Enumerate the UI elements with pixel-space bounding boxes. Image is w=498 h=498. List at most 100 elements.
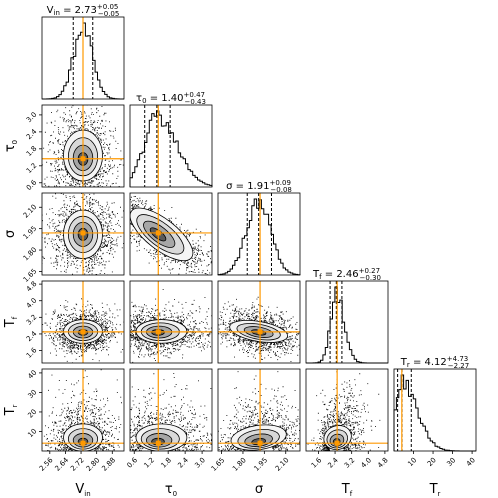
panel-τ0-vs-Tr <box>129 368 213 452</box>
y-tick-label: 1.2 <box>25 162 39 176</box>
truth-marker <box>80 156 86 162</box>
panel-content <box>42 369 124 451</box>
truth-marker <box>155 440 161 446</box>
panel-content <box>218 281 300 363</box>
sample-points <box>218 296 300 362</box>
sample-points <box>218 371 300 451</box>
y-axis-label: σ <box>3 230 18 238</box>
x-axis-label: Vin <box>75 482 90 498</box>
x-tick-label: 3.2 <box>343 456 357 470</box>
panel-frame <box>393 368 477 452</box>
panel-content <box>42 193 124 275</box>
y-tick-label: 1.80 <box>22 246 39 263</box>
sample-points <box>42 105 124 187</box>
panel-content <box>130 369 212 451</box>
panel-Vin-vs-Tr <box>41 368 125 452</box>
x-tick-label: 2.88 <box>100 456 117 473</box>
x-tick-label: 10 <box>406 456 418 468</box>
panel-content <box>218 369 300 451</box>
x-tick-label: 4.8 <box>376 456 390 470</box>
panel-Vin-vs-σ <box>41 192 125 276</box>
y-tick-label: 3.0 <box>25 111 39 125</box>
histogram-Tf: Tf = 2.46+0.27 −0.30 <box>305 267 389 364</box>
panel-content <box>130 281 212 363</box>
panel-frame <box>129 192 213 276</box>
x-tick-label: 1.65 <box>210 456 227 473</box>
x-tick-label: 20 <box>426 456 438 468</box>
y-tick-label: 30 <box>26 388 38 400</box>
panel-content <box>130 193 212 275</box>
truth-marker <box>80 230 86 236</box>
histogram-steps <box>129 110 213 187</box>
histogram-σ: σ = 1.91+0.09 −0.08 <box>217 179 301 276</box>
panel-content <box>42 281 124 363</box>
histogram-steps <box>393 374 476 452</box>
panel-Tf-vs-Tr <box>305 368 389 452</box>
panel-σ-vs-Tf <box>217 280 301 364</box>
x-axis-label: σ <box>255 482 263 497</box>
panel-title: σ = 1.91+0.09 −0.08 <box>226 179 292 194</box>
x-tick-label: 40 <box>465 456 477 468</box>
truth-marker <box>155 230 161 236</box>
panel-frame <box>217 280 301 364</box>
x-tick-label: 1.95 <box>252 456 269 473</box>
y-tick-label: 20 <box>26 408 38 420</box>
y-tick-label: 40 <box>26 369 38 381</box>
sample-points <box>42 369 122 451</box>
truth-marker <box>257 329 263 335</box>
y-axis-label: τ0 <box>3 140 19 152</box>
sample-points <box>42 193 124 275</box>
x-tick-label: 1.80 <box>231 456 248 473</box>
x-axis-label: τ0 <box>165 482 177 498</box>
panel-content <box>306 369 388 451</box>
y-tick-label: 1.8 <box>25 145 39 159</box>
y-axis-label: Tf <box>3 316 19 328</box>
panel-title: τ0 = 1.40+0.47 −0.43 <box>136 91 206 106</box>
x-tick-label: 2.4 <box>176 456 190 470</box>
panel-frame <box>41 104 125 188</box>
panel-frame <box>217 192 301 276</box>
panel-frame <box>129 280 213 364</box>
y-tick-label: 0.6 <box>25 178 39 192</box>
panel-frame <box>129 368 213 452</box>
truth-marker <box>80 440 86 446</box>
panel-title: Tf = 2.46+0.27 −0.30 <box>312 267 381 282</box>
panel-Vin-vs-Tf <box>41 280 125 364</box>
histogram-steps <box>306 286 388 364</box>
panel-τ0-vs-Tf <box>129 280 213 364</box>
y-tick-label: 2.10 <box>22 203 39 220</box>
y-tick-label: 2.4 <box>25 329 39 343</box>
panel-title: Vin = 2.73+0.05 −0.05 <box>47 3 120 18</box>
x-tick-label: 1.8 <box>159 456 173 470</box>
histogram-τ0: τ0 = 1.40+0.47 −0.43 <box>129 91 213 188</box>
x-tick-label: 2.72 <box>69 456 86 473</box>
y-tick-label: 1.6 <box>25 346 39 360</box>
panel-frame <box>41 280 125 364</box>
truth-marker <box>257 440 263 446</box>
x-tick-label: 2.56 <box>38 456 55 473</box>
truth-marker <box>155 329 161 335</box>
y-tick-label: 2.4 <box>25 127 39 141</box>
truth-marker <box>334 440 340 446</box>
panel-title: Tr = 4.12+4.73 −2.27 <box>400 355 469 370</box>
y-tick-label: 10 <box>26 427 38 439</box>
panel-frame <box>305 368 389 452</box>
panel-frame <box>41 16 125 100</box>
x-tick-label: 4.0 <box>360 456 374 470</box>
sample-points <box>307 371 381 451</box>
y-tick-label: 3.2 <box>25 313 39 327</box>
truth-marker <box>80 329 86 335</box>
x-tick-label: 2.10 <box>274 456 291 473</box>
histogram-Vin: Vin = 2.73+0.05 −0.05 <box>41 3 125 100</box>
x-tick-label: 30 <box>445 456 457 468</box>
y-axis-label: Tr <box>3 404 19 416</box>
x-tick-label: 1.6 <box>310 456 324 470</box>
x-tick-label: 1.2 <box>142 456 156 470</box>
histogram-Tr: Tr = 4.12+4.73 −2.27 <box>393 355 477 452</box>
x-tick-label: 2.64 <box>54 456 71 473</box>
panel-frame <box>41 368 125 452</box>
panel-Vin-vs-τ0 <box>41 104 125 188</box>
panel-τ0-vs-σ <box>129 192 213 276</box>
panel-frame <box>305 280 389 364</box>
